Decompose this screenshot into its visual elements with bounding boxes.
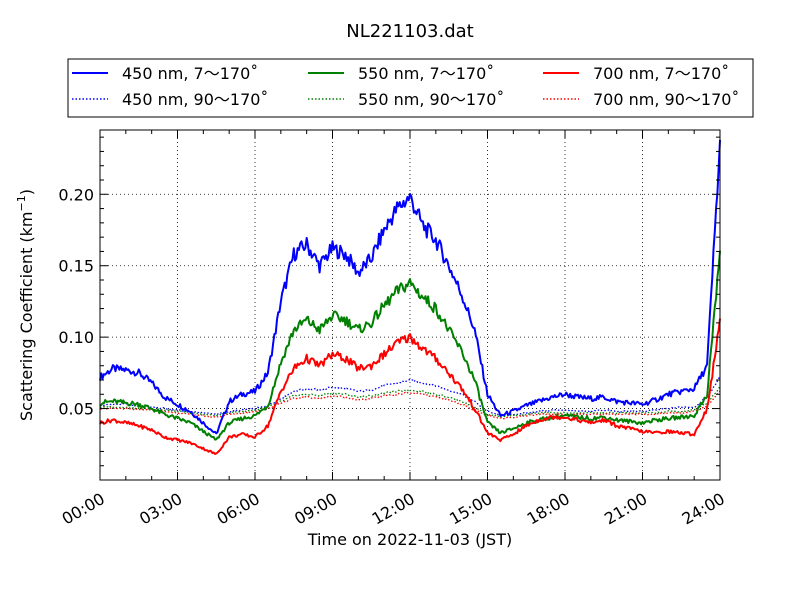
legend-frame: [67, 58, 754, 118]
y-tick-label: 0.10: [58, 328, 94, 347]
y-tick-label: 0.15: [58, 257, 94, 276]
y-tick-labels: 0.05 0.10 0.15 0.20: [58, 185, 94, 418]
series-lines: [99, 139, 721, 455]
legend-items: 450 nm, 7～170˚ 450 nm, 90～170˚ 550 nm, 7～1…: [72, 64, 739, 109]
x-axis-label: Time on 2022-11-03 (JST): [307, 530, 512, 549]
x-tick-label: 00:00: [59, 489, 108, 529]
legend-label: 700 nm, 90～170˚: [593, 90, 739, 109]
chart-title: NL221103.dat: [346, 21, 473, 42]
y-tick-label: 0.05: [58, 400, 94, 419]
series-line-3: [99, 250, 721, 441]
x-tick-labels: 00:00 03:00 06:00 09:00 12:00 15:00 18:00 21:00…: [59, 489, 728, 529]
y-axis-label-main: Scattering Coefficient (km: [17, 211, 36, 421]
x-tick-label: 03:00: [136, 489, 185, 529]
x-tick-label: 24:00: [679, 489, 728, 529]
legend-label: 550 nm, 7～170˚: [358, 64, 494, 83]
x-tick-label: 15:00: [446, 489, 495, 529]
grid-lines: [100, 130, 720, 480]
x-tick-label: 12:00: [369, 489, 418, 529]
y-axis-label-exponent: −1: [15, 195, 28, 211]
x-tick-label: 21:00: [601, 489, 650, 529]
series-line-5: [99, 318, 721, 455]
series-line-1: [99, 139, 721, 435]
y-axis-label-tail: ): [17, 189, 36, 195]
legend-label: 550 nm, 90～170˚: [358, 90, 504, 109]
series-line-4: [99, 386, 721, 419]
legend-label: 700 nm, 7～170˚: [593, 64, 729, 83]
axis-ticks: [99, 130, 721, 480]
x-tick-label: 09:00: [291, 489, 340, 529]
legend-label: 450 nm, 7～170˚: [122, 64, 258, 83]
x-tick-label: 18:00: [524, 489, 573, 529]
x-tick-label: 06:00: [214, 489, 263, 529]
legend-label: 450 nm, 90～170˚: [122, 90, 268, 109]
legend: 450 nm, 7～170˚ 450 nm, 90～170˚ 550 nm, 7～1…: [67, 58, 754, 118]
y-tick-label: 0.20: [58, 185, 94, 204]
y-axis-label: Scattering Coefficient (km−1): [15, 189, 36, 421]
